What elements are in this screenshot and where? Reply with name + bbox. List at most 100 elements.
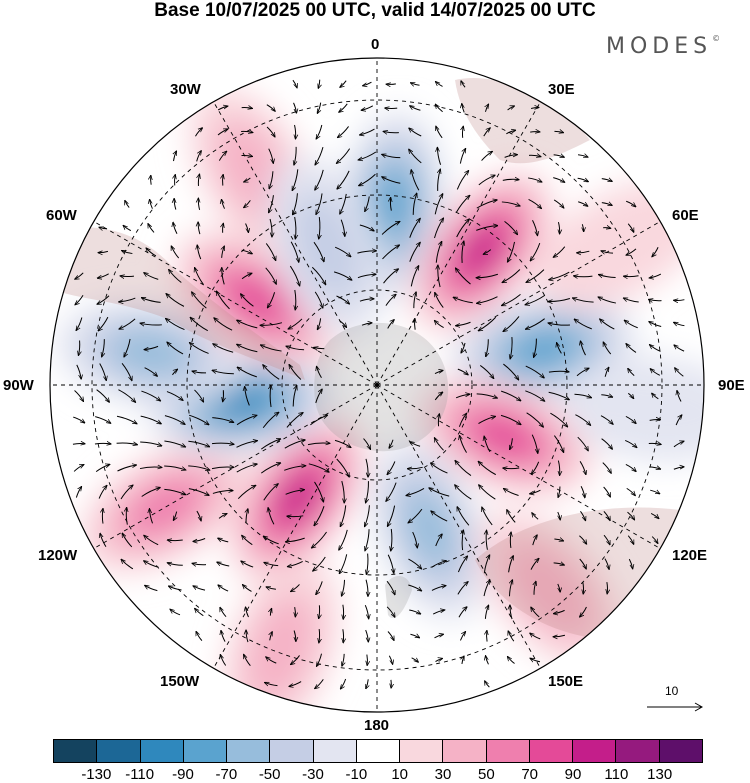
longitude-label-30w: 30W <box>170 81 201 98</box>
anomaly-contour <box>290 190 363 303</box>
wind-vector <box>626 200 636 206</box>
wind-vector <box>502 269 521 282</box>
wind-vector <box>295 289 296 310</box>
wind-vector <box>169 270 182 283</box>
wind-vector <box>507 106 515 111</box>
wind-vector <box>576 368 589 377</box>
brand-text: MODES <box>606 34 713 59</box>
wind-vector <box>343 629 344 643</box>
wind-vector <box>121 363 132 380</box>
wind-vector <box>363 81 372 86</box>
wind-vector <box>530 489 541 494</box>
wind-vector <box>389 439 394 448</box>
wind-vector <box>144 535 159 546</box>
wind-vector <box>217 562 230 567</box>
anomaly-contour <box>562 357 704 462</box>
wind-vector <box>648 299 662 300</box>
wind-vector <box>528 177 542 182</box>
wind-vector <box>241 561 254 568</box>
wind-vector <box>434 392 443 401</box>
wind-vector <box>479 485 496 500</box>
wind-vector <box>365 579 368 597</box>
wind-vector <box>526 412 544 427</box>
wind-vector <box>553 435 563 453</box>
wind-vector <box>289 265 299 286</box>
wind-vector <box>196 631 203 641</box>
wind-vector <box>146 248 157 257</box>
wind-vector <box>431 463 448 474</box>
colorbar-swatch <box>400 740 444 762</box>
wind-vector <box>336 148 351 164</box>
wind-vector <box>166 391 183 401</box>
wind-vector <box>190 317 209 332</box>
wind-vector <box>340 219 345 237</box>
wind-vector <box>578 155 588 157</box>
wind-vector <box>580 606 587 617</box>
longitude-label-60e: 60E <box>672 207 699 224</box>
wind-vector <box>386 580 395 595</box>
wind-vector <box>455 460 472 476</box>
wind-vector <box>295 216 296 239</box>
wind-vector <box>412 193 417 215</box>
wind-vector <box>198 198 199 210</box>
wind-vector <box>624 320 638 329</box>
wind-vector <box>98 251 109 252</box>
wind-vector <box>366 553 368 575</box>
wind-vector <box>435 658 443 662</box>
polar-stereographic-map <box>49 57 705 713</box>
longitude-label-180: 180 <box>364 717 390 734</box>
colorbar-tick-label: 50 <box>477 766 495 783</box>
wind-vector <box>603 511 610 520</box>
map-boundary <box>49 57 705 713</box>
wind-vector <box>336 295 349 304</box>
wind-vector <box>263 484 278 501</box>
wind-vector <box>603 342 612 355</box>
wind-vector <box>553 635 566 636</box>
wind-vector <box>319 629 320 643</box>
wind-vector <box>503 468 520 469</box>
wind-vector <box>290 655 300 664</box>
wind-vector <box>456 171 468 190</box>
colorbar-swatch <box>97 740 141 762</box>
wind-vector <box>558 583 560 592</box>
wind-vector <box>100 533 107 547</box>
wind-vector <box>211 443 234 444</box>
wind-vector <box>316 193 323 214</box>
wind-vector <box>241 131 253 132</box>
wind-vector <box>436 126 443 139</box>
wind-vector <box>263 536 279 545</box>
wind-vector <box>75 272 84 279</box>
wind-vector <box>214 318 233 331</box>
wind-vector <box>192 563 207 564</box>
wind-vector <box>437 147 442 165</box>
wind-vector <box>268 508 275 525</box>
wind-vector <box>287 560 303 566</box>
wind-vector <box>628 368 635 377</box>
modes-logo: MODES© <box>606 34 720 59</box>
wind-vector <box>75 294 84 305</box>
wind-vector <box>269 171 274 189</box>
wind-vector <box>650 345 661 352</box>
wind-vector <box>431 586 446 591</box>
wind-vector <box>311 266 325 284</box>
wind-vector <box>507 241 516 262</box>
colorbar-tick-label: 90 <box>564 766 582 783</box>
colorbar-swatch <box>443 740 487 762</box>
wind-vector <box>462 104 465 113</box>
wind-vector <box>558 511 560 520</box>
wind-vector <box>244 654 251 667</box>
wind-vector <box>264 562 279 565</box>
wind-vector <box>359 299 374 302</box>
wind-vector <box>340 80 347 88</box>
wind-vector <box>188 414 209 425</box>
wind-vector <box>102 339 105 357</box>
wind-vector <box>98 485 107 499</box>
longitude-label-30e: 30E <box>548 81 575 98</box>
wind-vector <box>310 415 327 426</box>
wind-vector <box>246 630 249 643</box>
wind-vector <box>388 655 392 665</box>
wind-vector <box>431 511 448 522</box>
wind-vector <box>456 268 471 285</box>
wind-vector <box>242 535 253 546</box>
wind-vector <box>478 175 495 186</box>
